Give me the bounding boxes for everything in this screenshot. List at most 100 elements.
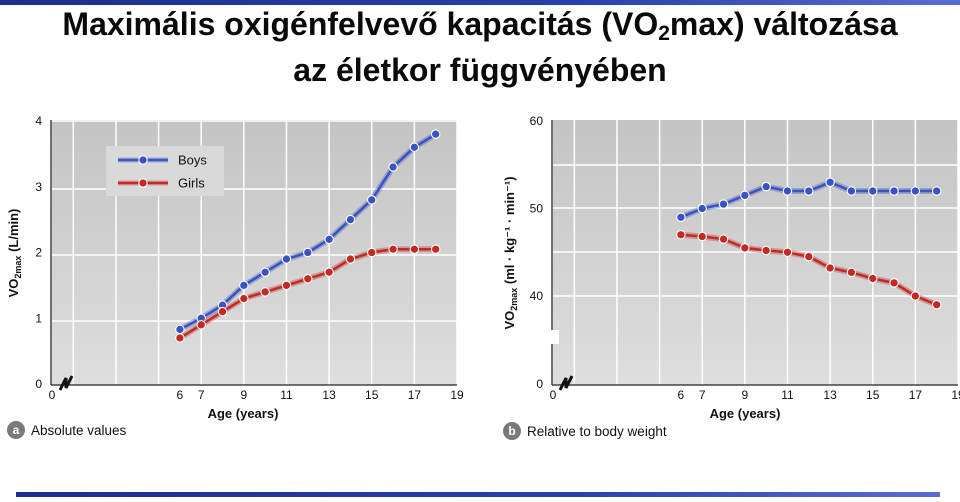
y-axis-label-unit: (ml · kg⁻¹ · min⁻¹) [502, 176, 517, 287]
data-point-girls [239, 293, 249, 304]
data-point-boys [718, 199, 729, 209]
data-point-girls [910, 291, 921, 301]
data-point-girls [718, 234, 729, 244]
data-point-boys [910, 186, 921, 196]
panel-caption-text: Relative to body weight [527, 424, 667, 439]
data-point-boys [825, 177, 835, 188]
data-point-boys [345, 214, 356, 225]
data-point-boys [804, 186, 814, 196]
data-point-girls [281, 280, 292, 291]
data-point-girls [175, 333, 185, 343]
axis-break-mark [58, 375, 74, 391]
y-tick-label: 0 [536, 377, 543, 391]
y-axis-break-gap [547, 330, 559, 344]
data-point-girls [430, 244, 441, 254]
data-point-boys [697, 203, 707, 214]
page-title: Maximális oxigénfelvevő kapacitás (VO2ma… [0, 6, 960, 88]
legend-label: Girls [178, 176, 205, 191]
data-point-girls [782, 247, 793, 258]
panel-badge-letter: b [508, 424, 515, 438]
data-point-girls [217, 306, 228, 317]
top-accent-bar [0, 0, 960, 5]
x-tick-label: 13 [823, 388, 837, 402]
y-tick-label: 2 [35, 246, 42, 260]
title-line-2: az életkor függvényében [293, 52, 667, 88]
panel-badge-letter: a [13, 423, 20, 437]
y-tick-label: 50 [530, 202, 544, 216]
data-point-boys [388, 162, 398, 172]
x-tick-label: 15 [866, 388, 880, 402]
y-tick-label: 0 [35, 377, 42, 391]
x-tick-label: 7 [699, 388, 706, 402]
data-point-girls [388, 244, 398, 254]
data-point-boys [260, 267, 270, 277]
data-point-girls [366, 247, 377, 258]
panel-badge [7, 421, 25, 439]
y-tick-label: 40 [530, 289, 544, 303]
data-point-girls [303, 274, 313, 284]
data-point-boys [324, 234, 334, 245]
data-point-boys [175, 324, 185, 335]
y-axis-label-sub: 2max [509, 288, 519, 311]
data-point-boys [281, 254, 292, 264]
data-point-boys [782, 186, 793, 196]
y-tick-label: 3 [35, 180, 42, 194]
chart-panel-a: 0 6 7 9 11 13 15 17 19 0 1 2 3 4 Age (years) VO2max (L/… [6, 114, 464, 439]
x-tick-label: 11 [781, 388, 794, 402]
data-point-boys [676, 212, 686, 223]
x-tick-label: 19 [951, 388, 960, 402]
legend-box [106, 146, 224, 196]
data-point-girls [846, 267, 857, 278]
data-point-girls [889, 278, 899, 288]
data-point-girls [804, 251, 814, 262]
data-point-girls [697, 231, 707, 242]
data-point-girls [867, 273, 878, 284]
legend: Boys Girls [106, 146, 224, 196]
x-tick-label: 6 [678, 388, 685, 402]
data-point-boys [409, 142, 420, 153]
y-tick-label: 1 [35, 311, 42, 325]
data-point-girls [761, 245, 771, 256]
data-point-girls [260, 287, 270, 297]
x-tick-label: 19 [450, 388, 464, 402]
chart-panel-b: 0 67 9 11 13 15 17 19 0 40 50 60 Age (years) VO2max (… [502, 114, 960, 440]
title-line-1: Maximális oxigénfelvevő kapacitás (VO2ma… [62, 6, 898, 45]
x-tick-label: 6 [177, 388, 184, 402]
x-tick-label: 0 [550, 388, 557, 402]
x-tick-label: 0 [49, 388, 56, 402]
y-axis-label-main: VO [502, 311, 517, 330]
data-point-boys [931, 186, 942, 196]
panel-caption-text: Absolute values [31, 423, 127, 438]
panel-caption: b Relative to body weight [503, 422, 667, 440]
data-point-boys [303, 247, 313, 258]
data-point-boys [867, 186, 878, 196]
data-point-boys [430, 129, 441, 139]
y-axis-label-sub: 2max [13, 256, 23, 279]
data-point-girls [324, 267, 334, 277]
data-point-girls [676, 230, 686, 240]
data-point-girls [345, 254, 356, 264]
data-point-boys [846, 186, 857, 196]
data-point-girls [409, 244, 420, 254]
bottom-accent-bar [16, 492, 940, 497]
x-tick-label: 9 [741, 388, 748, 402]
y-tick-label: 4 [35, 114, 42, 128]
data-point-girls [740, 243, 750, 253]
x-axis-label: Age (years) [710, 406, 781, 421]
data-point-girls [931, 299, 942, 310]
data-point-girls [825, 263, 835, 273]
y-axis-label-main: VO [6, 279, 21, 298]
y-axis-label: VO2max (ml · kg⁻¹ · min⁻¹) [502, 176, 519, 329]
y-axis-label: VO2max (L/min) [6, 209, 23, 298]
x-tick-label: 17 [408, 388, 422, 402]
x-tick-label: 13 [322, 388, 336, 402]
y-axis-label-unit: (L/min) [6, 209, 21, 256]
axis-break-mark [558, 375, 574, 391]
data-point-boys [889, 186, 899, 196]
x-axis-label: Age (years) [208, 406, 279, 421]
data-point-girls [196, 320, 206, 330]
x-tick-label: 11 [280, 388, 293, 402]
data-point-boys [761, 181, 771, 192]
legend-label: Boys [178, 153, 207, 168]
